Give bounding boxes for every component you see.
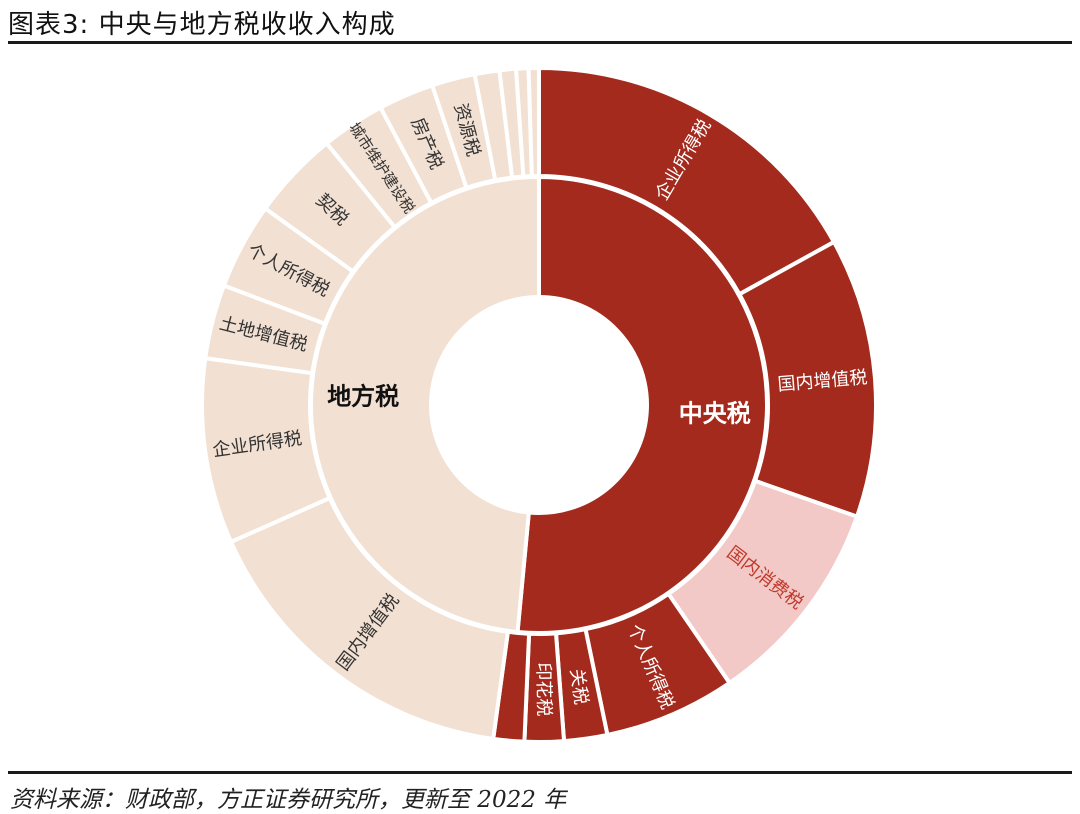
inner-slice-1 xyxy=(515,174,769,635)
outer-ring xyxy=(200,65,878,744)
outer-label-6: 印花税 xyxy=(532,662,554,716)
inner-label-1: 中央税 xyxy=(679,399,751,427)
outer-slice-19 xyxy=(526,65,541,179)
inner-ring xyxy=(309,174,769,635)
bottom-rule xyxy=(8,771,1072,774)
page-title: 图表3: 中央与地方税收收入构成 xyxy=(8,10,396,40)
outer-label-5: 关税 xyxy=(566,667,592,706)
source-note: 资料来源：财政部，方正证券研究所，更新至 2022 年 xyxy=(10,787,567,813)
inner-label-2: 地方税 xyxy=(327,383,399,411)
inner-slice-2 xyxy=(309,174,541,635)
top-rule xyxy=(8,41,1072,44)
